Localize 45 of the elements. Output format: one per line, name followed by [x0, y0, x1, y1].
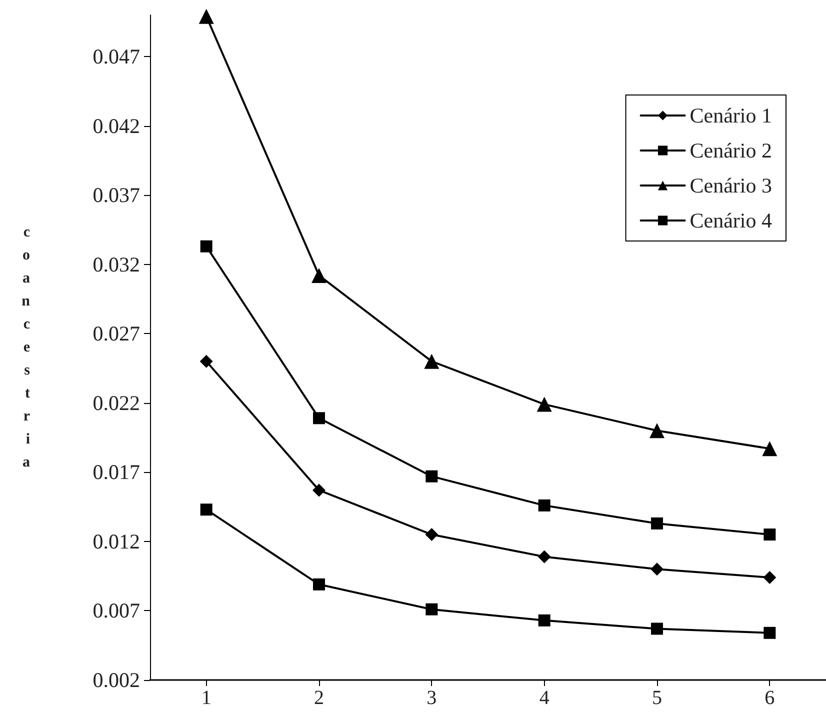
point	[650, 562, 664, 576]
text: coancestria	[22, 224, 30, 470]
y-tick-label: 0.032	[92, 252, 140, 276]
point	[200, 504, 212, 516]
point	[764, 528, 776, 541]
x-tick-label: 6	[764, 687, 775, 709]
legend-label: Cenário 2	[690, 138, 772, 162]
y-tick-label: 0.012	[92, 529, 140, 554]
point	[763, 570, 776, 584]
y-tick-label: 0.017	[92, 460, 140, 484]
point	[764, 626, 776, 639]
point	[200, 354, 213, 368]
point	[426, 470, 438, 482]
legend-label: Cenário 1	[690, 104, 772, 128]
point	[425, 528, 438, 542]
point	[650, 423, 664, 438]
legend-label: Cenário 3	[690, 174, 772, 198]
point	[651, 622, 663, 635]
point	[198, 8, 214, 24]
y-tick-label: 0.007	[92, 598, 140, 623]
point	[313, 578, 325, 590]
y-tick-label: 0.042	[92, 114, 140, 138]
y-tick-label: 0.037	[92, 183, 140, 208]
x-tick-label: 2	[314, 687, 324, 709]
point	[424, 354, 440, 369]
x-tick-label: 3	[426, 687, 437, 709]
y-tick-label: 0.027	[92, 322, 140, 346]
y-tick-label: 0.002	[92, 668, 140, 692]
x-tick-label: 5	[652, 687, 662, 709]
x-tick-label: 4	[539, 687, 550, 709]
point	[312, 484, 326, 497]
y-tick-label: 0.022	[92, 390, 140, 415]
y-tick-label: 0.047	[92, 44, 140, 69]
point	[200, 240, 212, 252]
point	[426, 603, 438, 616]
point	[762, 441, 778, 456]
x-tick-label: 1	[201, 687, 212, 709]
point	[538, 614, 550, 626]
point	[536, 396, 552, 412]
point	[312, 268, 326, 283]
point	[313, 412, 325, 424]
point	[538, 550, 551, 564]
point	[651, 517, 663, 530]
legend-label: Cenário 4	[690, 208, 772, 232]
point	[538, 499, 550, 512]
